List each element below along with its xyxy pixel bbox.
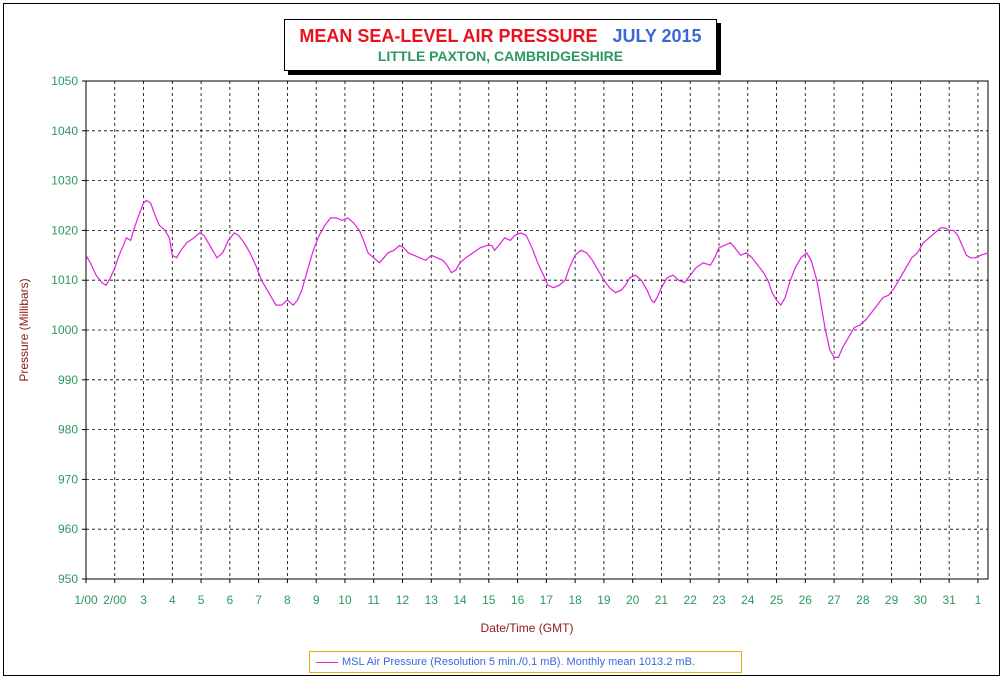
x-tick-label: 31 (942, 593, 956, 607)
legend-text: MSL Air Pressure (Resolution 5 min./0.1 … (342, 656, 695, 668)
x-tick-label: 13 (425, 593, 439, 607)
legend: MSL Air Pressure (Resolution 5 min./0.1 … (309, 651, 742, 673)
x-tick-label: 18 (568, 593, 582, 607)
x-tick-label: 26 (799, 593, 813, 607)
x-tick-label: 25 (770, 593, 784, 607)
x-tick-label: 23 (712, 593, 726, 607)
chart-period: JULY 2015 (612, 26, 702, 46)
chart-title-box: MEAN SEA-LEVEL AIR PRESSURE JULY 2015 LI… (284, 19, 717, 71)
x-tick-label: 17 (540, 593, 554, 607)
x-tick-label: 20 (626, 593, 640, 607)
x-tick-label: 9 (313, 593, 320, 607)
y-tick-label: 1040 (51, 124, 78, 138)
x-axis-label: Date/Time (GMT) (481, 621, 574, 635)
y-axis-ticks: 950 960 970 980 990 1000 1010 1020 1030 1040 1050 (51, 74, 86, 586)
x-tick-label: 16 (511, 593, 525, 607)
y-tick-label: 1050 (51, 74, 78, 88)
x-tick-label: 1 (975, 593, 982, 607)
y-tick-label: 1020 (51, 223, 78, 237)
x-tick-label: 21 (655, 593, 669, 607)
y-tick-label: 990 (58, 373, 78, 387)
y-tick-label: 1000 (51, 323, 78, 337)
x-tick-label: 4 (169, 593, 176, 607)
x-tick-label: 22 (684, 593, 698, 607)
y-tick-label: 960 (58, 522, 78, 536)
y-tick-label: 970 (58, 472, 78, 486)
x-tick-label: 12 (396, 593, 410, 607)
x-tick-label: 14 (453, 593, 467, 607)
x-tick-label: 6 (227, 593, 234, 607)
x-axis-ticks: 1/00 2/00 3 4 5 6 7 8 9 10 11 12 13 14 15 16 17 18 19 20 21 2… (74, 579, 982, 607)
x-tick-label: 5 (198, 593, 205, 607)
grid-lines (86, 81, 988, 579)
y-axis-label: Pressure (Millibars) (17, 278, 31, 381)
x-tick-label: 11 (367, 593, 380, 607)
y-tick-label: 950 (58, 572, 78, 586)
x-tick-label: 28 (856, 593, 870, 607)
x-tick-label: 15 (482, 593, 496, 607)
x-tick-label: 8 (284, 593, 291, 607)
x-tick-label: 27 (827, 593, 841, 607)
x-tick-label: 19 (597, 593, 611, 607)
chart-title: MEAN SEA-LEVEL AIR PRESSURE (299, 26, 598, 46)
x-tick-label: 1/00 (74, 593, 98, 607)
x-tick-label: 7 (255, 593, 262, 607)
x-tick-label: 10 (338, 593, 352, 607)
y-tick-label: 980 (58, 423, 78, 437)
y-tick-label: 1030 (51, 174, 78, 188)
x-tick-label: 29 (885, 593, 899, 607)
x-tick-label: 24 (741, 593, 755, 607)
x-tick-label: 2/00 (103, 593, 127, 607)
legend-swatch (316, 661, 338, 663)
x-tick-label: 30 (914, 593, 928, 607)
y-tick-label: 1010 (51, 273, 78, 287)
series-line-msl-pressure (85, 199, 989, 358)
x-tick-label: 3 (140, 593, 147, 607)
chart-subtitle: LITTLE PAXTON, CAMBRIDGESHIRE (377, 48, 624, 64)
